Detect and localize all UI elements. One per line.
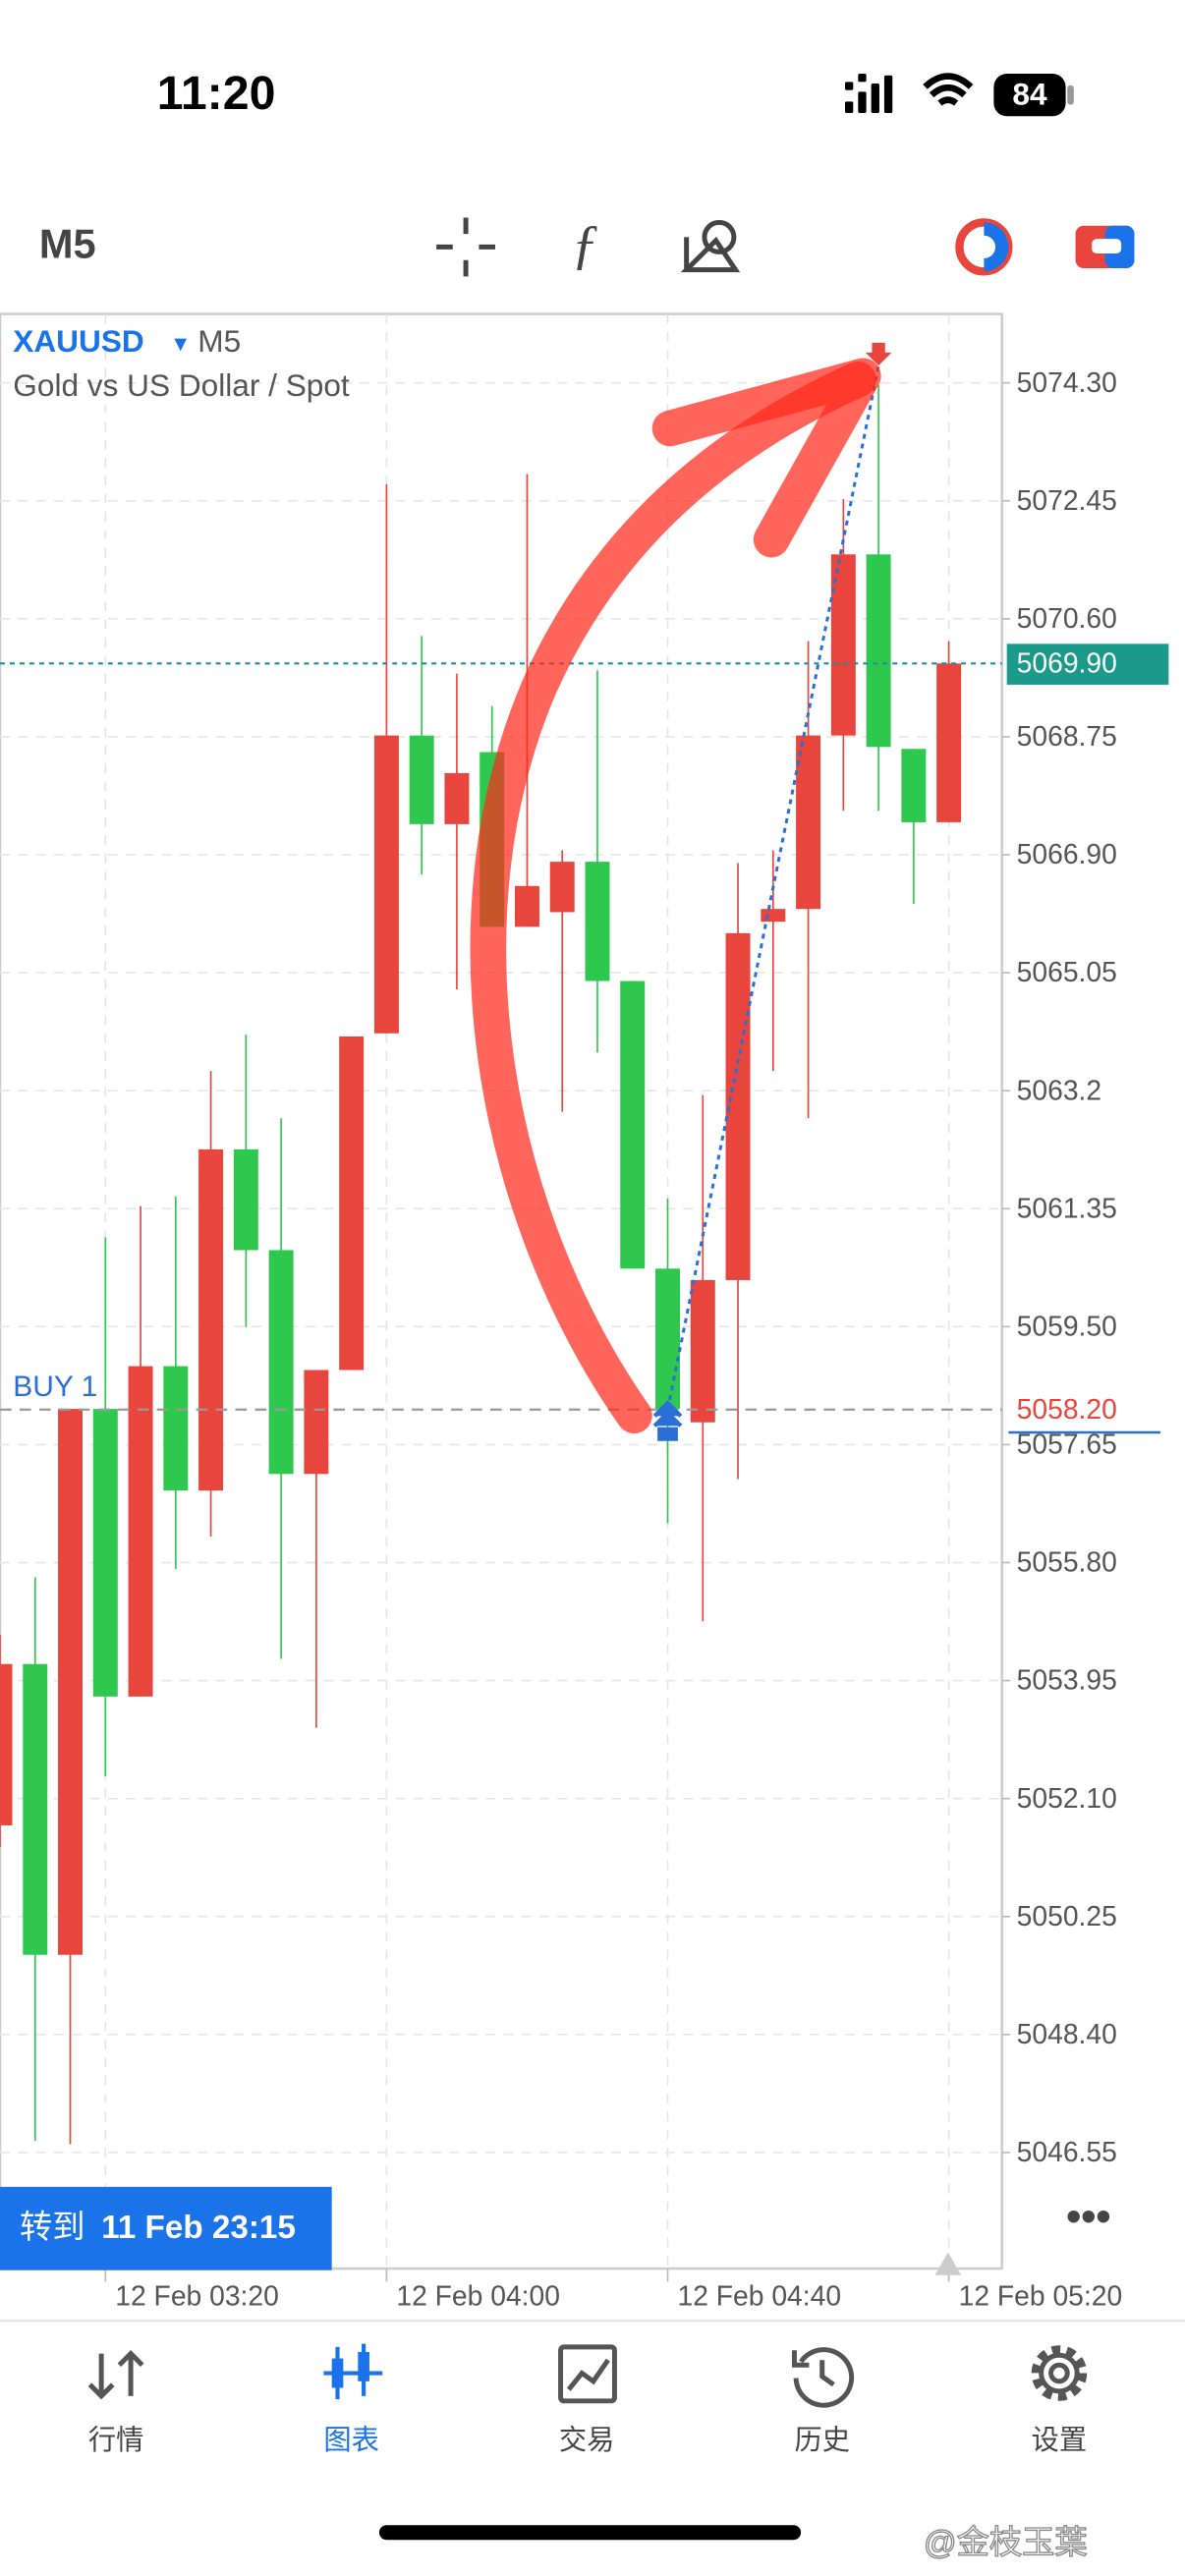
x-tick-label: 12 Feb 04:40	[677, 2279, 841, 2311]
y-tick-label: 5048.40	[1017, 2018, 1117, 2049]
y-tick-label: 5070.60	[1017, 602, 1117, 634]
y-tick-label: 5046.55	[1017, 2136, 1117, 2167]
timeframe-button[interactable]: M5	[39, 220, 96, 266]
position-label: BUY 1	[13, 1371, 97, 1403]
candle-body	[936, 663, 962, 822]
signal-icon	[845, 74, 893, 113]
nav-item[interactable]: 行情	[88, 2424, 144, 2455]
trade-icon	[558, 2344, 617, 2404]
nav-item[interactable]: 图表	[323, 2424, 379, 2455]
candle-body	[373, 735, 399, 1034]
y-tick-label: 5061.35	[1017, 1192, 1117, 1223]
x-tick-label: 12 Feb 05:20	[959, 2279, 1123, 2311]
candle-body	[198, 1148, 224, 1491]
home-indicator	[378, 2525, 802, 2541]
goto-button[interactable]	[0, 2186, 332, 2270]
x-tick-label: 12 Feb 04:00	[396, 2279, 560, 2311]
nav-item[interactable]: 交易	[559, 2424, 615, 2455]
y-tick-label: 5050.25	[1017, 1900, 1117, 1932]
goto-label[interactable]: 转到	[20, 2210, 85, 2246]
nav-item[interactable]: 设置	[1032, 2424, 1088, 2455]
crosshair-button[interactable]	[436, 217, 496, 277]
candle-body	[549, 862, 575, 913]
candle-body	[23, 1663, 48, 1955]
x-tick-label: 12 Feb 03:20	[115, 2279, 279, 2311]
candle-body	[725, 932, 751, 1280]
candle-body	[304, 1370, 329, 1475]
battery-level: 84	[1012, 77, 1047, 112]
plot-area	[0, 313, 1002, 2269]
candle-body	[409, 735, 434, 824]
sell-marker	[865, 342, 892, 366]
y-tick-label: 5055.80	[1017, 1546, 1117, 1578]
y-tick-label: 5053.95	[1017, 1664, 1117, 1696]
plot: 5074.30 5072.45 5070.60 5068.75 5066.90 5065.…	[0, 313, 1169, 2311]
nav-bar: 行情 图表 交易 历史 设置	[88, 2424, 1087, 2455]
candle-body	[655, 1268, 680, 1410]
battery-icon	[993, 74, 1066, 117]
candle-body	[796, 735, 821, 910]
candle-body	[620, 980, 646, 1269]
goto-time[interactable]: 11 Feb 23:15	[101, 2210, 296, 2246]
y-tick-label: 5072.45	[1017, 484, 1117, 516]
candle-body	[585, 862, 610, 981]
y-tick-label: 5052.10	[1017, 1782, 1117, 1814]
watermark: @金枝玉葉	[924, 2525, 1088, 2561]
battery-tip	[1067, 84, 1074, 105]
candle-body	[268, 1250, 294, 1475]
candle-body	[866, 554, 891, 748]
wifi-icon	[923, 73, 974, 106]
quotes-icon	[87, 2350, 144, 2400]
candle-body	[690, 1279, 715, 1423]
hand-drawn-arrow	[470, 358, 881, 1434]
y-tick-label: 5066.90	[1017, 838, 1117, 869]
candle-body	[233, 1148, 258, 1251]
candle-body	[901, 749, 927, 822]
candle-body	[761, 909, 786, 923]
indicator-button[interactable]: ƒ	[571, 215, 598, 276]
symbol-description: Gold vs US Dollar / Spot	[13, 367, 350, 403]
scroll-marker	[934, 2252, 962, 2275]
symbol-timeframe: M5	[198, 323, 241, 359]
y-tick-label: 5059.50	[1017, 1310, 1117, 1341]
candle-body	[0, 1663, 13, 1825]
y-tick-label: 5065.05	[1017, 956, 1117, 987]
chart-frame	[0, 312, 1003, 2270]
candle-body	[830, 554, 856, 736]
trade-button[interactable]	[955, 218, 1013, 276]
nav-item[interactable]: 历史	[794, 2424, 850, 2455]
more-button[interactable]: •••	[1066, 2194, 1110, 2241]
trade-line	[666, 364, 880, 1411]
current-price-box	[1006, 644, 1169, 685]
history-icon	[791, 2347, 855, 2408]
clock: 11:20	[157, 67, 276, 120]
symbol[interactable]: XAUUSD	[13, 323, 143, 359]
candle-body	[58, 1409, 84, 1955]
y-tick-label: 5063.2	[1017, 1074, 1101, 1105]
candle-body	[444, 772, 470, 824]
candle-body	[514, 885, 539, 927]
one-click-button[interactable]	[1075, 225, 1135, 269]
chart-icon	[323, 2343, 383, 2400]
current-price-label: 5069.90	[1017, 646, 1117, 678]
y-tick-label: 5068.75	[1017, 720, 1117, 752]
candle-body	[339, 1036, 365, 1371]
position-price-label: 5058.20	[1017, 1393, 1117, 1425]
symbol-dropdown[interactable]: ▼	[170, 331, 191, 356]
y-tick-label: 5074.30	[1017, 366, 1117, 398]
candle-body	[92, 1409, 118, 1697]
candle-body	[128, 1366, 153, 1697]
candle-body	[163, 1366, 189, 1491]
buy-marker	[652, 1400, 683, 1441]
objects-button[interactable]	[680, 219, 741, 273]
